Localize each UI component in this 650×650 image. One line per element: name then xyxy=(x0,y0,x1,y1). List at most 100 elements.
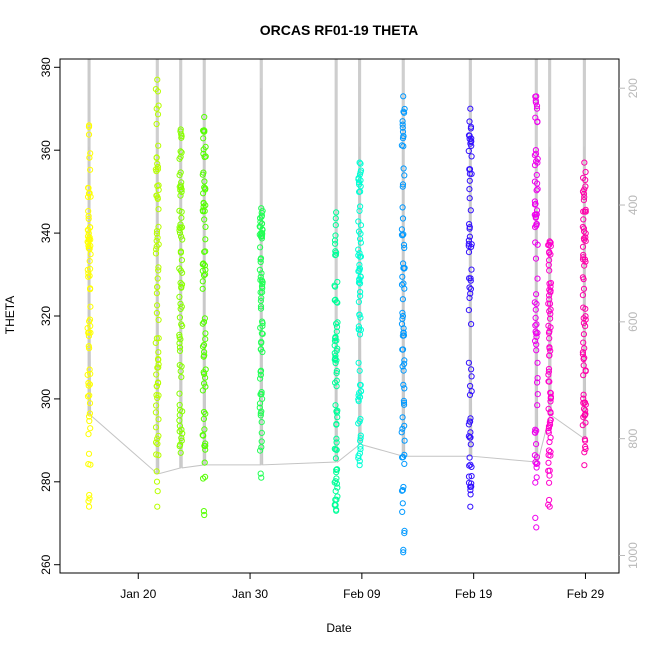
data-point xyxy=(155,186,162,193)
data-point xyxy=(176,331,183,338)
data-point xyxy=(333,421,340,428)
data-point xyxy=(85,215,92,222)
y-tick-label: 340 xyxy=(39,223,53,243)
data-point xyxy=(86,381,94,388)
x-tick-label: Feb 29 xyxy=(567,587,605,601)
data-point xyxy=(580,405,588,412)
data-point xyxy=(356,188,363,195)
data-point xyxy=(546,479,553,486)
data-point xyxy=(357,160,364,167)
data-point xyxy=(398,487,406,494)
data-point xyxy=(533,158,540,165)
data-point xyxy=(86,410,94,417)
data-point xyxy=(465,433,472,440)
data-point xyxy=(356,207,363,214)
data-point xyxy=(399,128,407,135)
data-point xyxy=(84,393,92,400)
data-point xyxy=(532,147,540,154)
data-point xyxy=(258,429,265,436)
data-point xyxy=(155,335,162,342)
data-point xyxy=(468,473,475,480)
data-point xyxy=(202,271,209,278)
data-point xyxy=(398,281,406,288)
data-point xyxy=(533,187,540,194)
data-point xyxy=(546,249,553,256)
data-point xyxy=(357,235,364,242)
data-point xyxy=(154,488,161,495)
data-point xyxy=(85,227,92,234)
data-point xyxy=(579,223,587,231)
data-point xyxy=(582,168,589,176)
data-point xyxy=(534,391,541,398)
data-point xyxy=(155,102,162,109)
data-point xyxy=(258,419,265,426)
data-point xyxy=(201,349,208,356)
data-point xyxy=(531,452,539,459)
data-point xyxy=(467,415,474,422)
y2-tick-label: 400 xyxy=(626,195,640,215)
data-point xyxy=(400,399,408,406)
data-point xyxy=(545,459,552,466)
data-point xyxy=(155,264,162,271)
data-point xyxy=(201,178,208,185)
data-point xyxy=(177,441,184,448)
data-point xyxy=(582,183,589,190)
data-point xyxy=(399,313,406,320)
data-point xyxy=(332,446,339,453)
data-point xyxy=(200,169,207,176)
data-point xyxy=(332,215,339,222)
data-point xyxy=(258,209,265,216)
y-tick-label: 300 xyxy=(39,389,53,409)
data-point xyxy=(86,366,93,373)
data-point xyxy=(86,154,93,161)
data-point xyxy=(401,109,408,116)
x-tick-label: Feb 19 xyxy=(455,587,493,601)
data-point xyxy=(202,410,209,417)
data-point xyxy=(176,314,183,321)
data-point xyxy=(465,249,473,256)
data-point xyxy=(177,126,184,133)
data-point xyxy=(200,272,208,279)
data-point xyxy=(202,473,209,480)
data-point xyxy=(532,337,539,345)
data-point xyxy=(178,434,185,442)
data-point xyxy=(356,253,363,260)
data-point xyxy=(468,142,475,149)
data-point xyxy=(579,351,587,358)
data-point xyxy=(155,380,162,387)
data-point xyxy=(258,270,265,277)
data-point xyxy=(258,339,265,347)
data-point xyxy=(176,344,184,351)
data-point xyxy=(356,311,363,318)
data-point xyxy=(333,209,340,216)
data-point xyxy=(155,223,162,230)
data-point xyxy=(467,483,474,490)
data-point xyxy=(85,273,92,280)
data-point xyxy=(200,319,208,326)
data-point xyxy=(259,330,266,337)
data-point xyxy=(547,408,554,416)
data-point xyxy=(332,222,339,229)
data-point xyxy=(178,363,185,370)
data-point xyxy=(467,441,474,448)
data-point xyxy=(581,412,588,419)
data-point xyxy=(85,343,92,350)
data-point xyxy=(468,366,475,373)
data-point xyxy=(546,296,553,303)
data-point xyxy=(154,234,161,241)
data-point xyxy=(200,190,207,197)
data-point xyxy=(85,450,93,457)
data-point xyxy=(467,382,474,390)
data-point xyxy=(401,385,408,392)
data-point xyxy=(533,300,540,307)
data-point xyxy=(178,374,185,381)
data-point xyxy=(467,277,474,284)
data-point xyxy=(178,214,185,221)
data-point xyxy=(202,440,209,447)
data-point xyxy=(532,479,539,486)
data-point xyxy=(334,319,341,326)
data-point xyxy=(87,425,94,432)
data-point xyxy=(581,194,588,201)
data-point xyxy=(86,413,93,420)
data-point xyxy=(200,127,207,134)
